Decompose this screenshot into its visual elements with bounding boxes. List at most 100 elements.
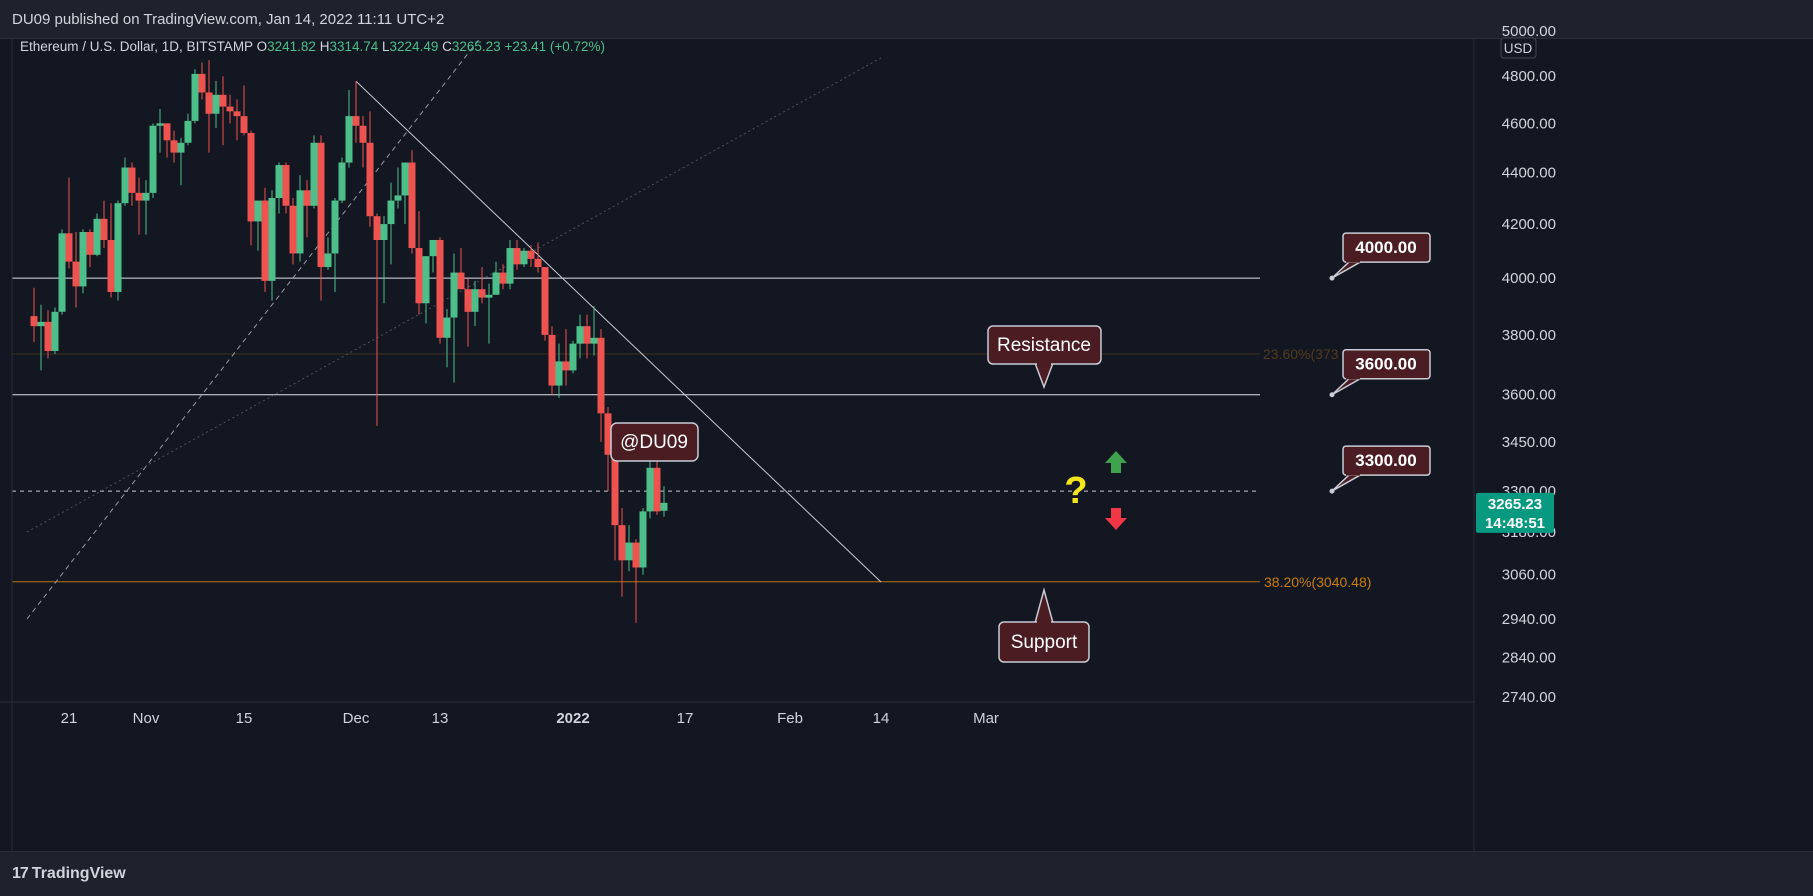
x-tick-label: 15 bbox=[236, 710, 253, 727]
current-price-tag bbox=[1476, 492, 1554, 533]
support-label: Support bbox=[1011, 632, 1078, 653]
candle-body bbox=[128, 167, 136, 193]
candle-body bbox=[338, 162, 346, 201]
candle-body bbox=[359, 125, 367, 143]
candle-body bbox=[471, 289, 479, 312]
candle-body bbox=[156, 123, 164, 126]
ohlc-part: 3224.49 bbox=[390, 39, 439, 54]
currency-badge bbox=[1500, 37, 1537, 59]
publisher-text: DU09 published on TradingView.com, Jan 1… bbox=[12, 11, 445, 28]
candle-body bbox=[79, 231, 87, 287]
candle-body bbox=[219, 94, 227, 107]
watermark-label: @DU09 bbox=[620, 432, 688, 453]
x-tick-label: Dec bbox=[343, 710, 370, 727]
resistance-label: Resistance bbox=[997, 335, 1091, 356]
candle-body bbox=[597, 337, 605, 414]
callout-box bbox=[1342, 445, 1431, 476]
candle-body bbox=[485, 294, 493, 298]
candle-body bbox=[366, 142, 374, 217]
candle-body bbox=[114, 203, 122, 293]
candle-body bbox=[324, 253, 332, 268]
candle-body bbox=[541, 267, 549, 335]
candle-body bbox=[464, 289, 472, 312]
x-tick-label: 17 bbox=[677, 710, 694, 727]
candle-body bbox=[331, 200, 339, 254]
candle-body bbox=[352, 116, 360, 126]
callout-box bbox=[610, 422, 699, 462]
y-tick-label: 2940.00 bbox=[1502, 611, 1556, 628]
candle-body bbox=[653, 467, 661, 512]
candle-body bbox=[576, 326, 584, 344]
ohlc-part: Ethereum / U.S. Dollar, 1D, BITSTAMP bbox=[20, 39, 253, 54]
x-tick-label: Feb bbox=[777, 710, 803, 727]
callout-pointer bbox=[1331, 473, 1365, 492]
candle-body bbox=[86, 231, 94, 255]
candle-body bbox=[72, 261, 80, 287]
x-tick-label: 14 bbox=[873, 710, 890, 727]
x-tick-label: 21 bbox=[61, 710, 78, 727]
price-callout: 4000.00 bbox=[1329, 232, 1431, 281]
candle-body bbox=[310, 142, 318, 206]
candle-body bbox=[65, 233, 73, 262]
plot-area: 23.60%(373 bbox=[12, 38, 1339, 623]
arrow-down-icon bbox=[1105, 508, 1127, 530]
y-tick-label: 2740.00 bbox=[1502, 689, 1556, 706]
candle-body bbox=[562, 361, 570, 371]
price-callout: 3300.00 bbox=[1329, 445, 1431, 494]
current-price-label: 3265.23 bbox=[1488, 496, 1542, 513]
ohlc-part: 3241.82 bbox=[267, 39, 316, 54]
candle-body bbox=[240, 116, 248, 133]
candle-body bbox=[415, 248, 423, 304]
x-tick-label: Mar bbox=[973, 710, 999, 727]
currency-label: USD bbox=[1504, 41, 1533, 56]
candle-body bbox=[107, 239, 115, 293]
candle-body bbox=[639, 511, 647, 568]
y-tick-label: 5000.00 bbox=[1502, 23, 1556, 40]
candle-body bbox=[44, 321, 52, 352]
candle-body bbox=[478, 289, 486, 298]
candle-body bbox=[450, 272, 458, 318]
candle-body bbox=[548, 334, 556, 386]
candle-body bbox=[317, 142, 325, 268]
candle-body bbox=[618, 525, 626, 561]
countdown-label: 14:48:51 bbox=[1485, 515, 1545, 532]
candle-body bbox=[429, 239, 437, 257]
price-chart[interactable]: 23.60%(373 38.20%(3040.48) 4000.00 3600.00 3… bbox=[0, 0, 1813, 851]
candle-body bbox=[506, 248, 514, 284]
candle-body bbox=[590, 337, 598, 344]
fib-level-label: 23.60%(373 bbox=[1263, 346, 1339, 362]
y-tick-label: 3060.00 bbox=[1502, 567, 1556, 584]
candle-body bbox=[527, 250, 535, 259]
candle-body bbox=[268, 198, 276, 281]
callout-label: 3600.00 bbox=[1355, 355, 1416, 374]
y-tick-label: 3450.00 bbox=[1502, 434, 1556, 451]
candle-body bbox=[534, 258, 542, 268]
candle-body bbox=[37, 321, 45, 327]
candle-body bbox=[520, 250, 528, 265]
candle-body bbox=[254, 200, 262, 222]
ohlc-part: +23.41 (+0.72%) bbox=[504, 39, 605, 54]
publisher-bar: DU09 published on TradingView.com, Jan 1… bbox=[0, 0, 1813, 39]
y-tick-label: 2840.00 bbox=[1502, 649, 1556, 666]
candle-body bbox=[387, 200, 395, 225]
tradingview-brand-label: TradingView bbox=[31, 865, 126, 882]
question-mark: ? bbox=[1064, 470, 1087, 512]
candle-body bbox=[492, 272, 500, 295]
ohlc-part: H bbox=[320, 39, 330, 54]
candle-body bbox=[149, 125, 157, 193]
candle-body bbox=[163, 123, 171, 141]
y-tick-label: 4400.00 bbox=[1502, 165, 1556, 182]
candle-body bbox=[93, 218, 101, 255]
candle-body bbox=[205, 92, 213, 114]
candle-body bbox=[142, 192, 150, 201]
y-tick-label: 3800.00 bbox=[1502, 327, 1556, 344]
candle-body bbox=[121, 167, 129, 204]
candle-body bbox=[380, 224, 388, 240]
tradingview-logo[interactable]: 17 TradingView bbox=[12, 865, 126, 883]
candle-body bbox=[436, 239, 444, 338]
candle-body bbox=[198, 73, 206, 93]
fib-level-label: 38.20%(3040.48) bbox=[1264, 574, 1371, 590]
x-tick-label: 13 bbox=[432, 710, 449, 727]
candle-body bbox=[394, 195, 402, 201]
y-tick-label: 4200.00 bbox=[1502, 216, 1556, 233]
